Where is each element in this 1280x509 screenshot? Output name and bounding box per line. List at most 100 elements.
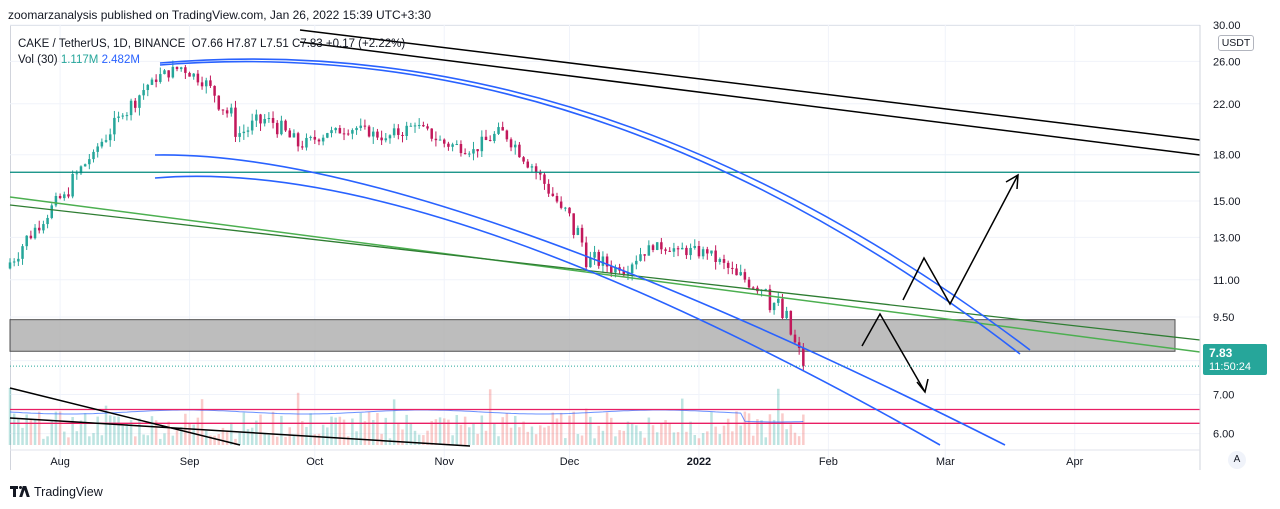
legend-vol-label[interactable]: Vol (30)	[18, 54, 58, 66]
candle-body	[184, 67, 187, 73]
volume-bar	[8, 387, 12, 445]
volume-bar	[79, 420, 83, 445]
volume-bar	[422, 435, 425, 445]
candle-body	[551, 193, 555, 196]
volume-bar	[643, 437, 646, 445]
candle-body	[643, 254, 646, 256]
candle-body	[493, 133, 496, 141]
candle-body	[326, 133, 329, 138]
candle-body	[225, 110, 229, 114]
candle-body	[747, 279, 751, 288]
candle-body	[230, 107, 233, 114]
candle-body	[472, 149, 475, 154]
volume-bar	[330, 416, 333, 445]
candle-body	[601, 256, 605, 266]
candle-body	[789, 310, 793, 335]
candle-body	[275, 122, 279, 135]
candle-body	[209, 80, 212, 86]
volume-bar	[518, 427, 521, 445]
volume-bar	[234, 438, 237, 445]
candles	[8, 60, 805, 371]
candle-body	[417, 125, 421, 127]
volume-bar	[351, 418, 354, 445]
x-tick-label: Dec	[560, 456, 580, 468]
legend-symbol[interactable]: CAKE / TetherUS, 1D, BINANCE	[18, 38, 186, 50]
candle-body	[305, 137, 308, 148]
volume-bar	[346, 436, 350, 445]
candle-body	[468, 153, 471, 155]
volume-bar	[476, 433, 479, 445]
volume-bar	[434, 419, 438, 445]
volume-bar	[363, 421, 367, 445]
volume-bar	[288, 427, 292, 445]
volume-bar	[539, 425, 542, 445]
candle-body	[125, 115, 129, 117]
volume-bar	[326, 427, 329, 445]
candle-body	[334, 128, 337, 131]
volume-bar	[71, 416, 74, 445]
volume-bar	[159, 438, 162, 445]
candle-body	[459, 144, 463, 154]
auto-scale-button[interactable]: A	[1228, 451, 1246, 469]
volume-bar	[42, 438, 45, 445]
candle-body	[630, 264, 634, 274]
volume-bar	[781, 413, 784, 445]
candle-body	[192, 73, 195, 77]
candle-body	[292, 133, 296, 138]
volume-bar	[797, 436, 801, 445]
footer-brand[interactable]: TradingView	[34, 485, 103, 499]
volume-bar	[735, 411, 738, 445]
volume-bar	[125, 424, 129, 445]
volume-bar	[163, 433, 166, 445]
trendline-bottom-2	[9, 417, 471, 447]
candle-body	[509, 139, 513, 148]
candle-body	[367, 126, 371, 137]
volume-bar	[676, 432, 680, 445]
candle-body	[597, 251, 600, 266]
candle-body	[689, 247, 692, 256]
volume-bar	[238, 432, 241, 445]
volume-bar	[117, 416, 120, 445]
candle-body	[739, 272, 742, 276]
candle-body	[568, 207, 571, 214]
volume-bar	[200, 399, 204, 445]
candle-body	[401, 134, 404, 136]
volume-bar	[576, 434, 580, 445]
candle-body	[238, 133, 241, 137]
candle-body	[25, 235, 28, 247]
candle-body	[150, 79, 154, 85]
currency-button[interactable]: USDT	[1218, 35, 1254, 51]
volume-bar	[802, 414, 805, 445]
volume-bar	[338, 416, 342, 445]
volume-bar	[747, 413, 751, 445]
volume-bar	[543, 427, 546, 445]
candle-body	[693, 245, 697, 248]
candle-body	[476, 149, 479, 152]
candle-body	[267, 117, 271, 119]
volume-bar	[614, 436, 617, 445]
candle-body	[397, 128, 400, 135]
candle-body	[422, 125, 425, 127]
candle-body	[380, 137, 383, 141]
candle-body	[96, 146, 99, 152]
volume-bar	[718, 434, 722, 445]
volume-bar	[129, 420, 133, 445]
candle-body	[113, 117, 116, 135]
volume-bar	[551, 412, 555, 445]
volume-bar	[451, 435, 454, 445]
volume-bar	[88, 436, 91, 445]
candle-body	[743, 272, 747, 280]
candle-body	[392, 128, 396, 136]
volume-bar	[601, 430, 605, 445]
volume-bar	[401, 429, 404, 445]
trendline-upper	[299, 29, 1201, 141]
volume-bar	[63, 431, 66, 445]
volume-bar	[376, 412, 379, 445]
green-trendline-1	[9, 196, 1201, 353]
projection-up	[902, 174, 1019, 306]
y-tick-label: 26.00	[1213, 56, 1241, 68]
candle-body	[772, 302, 776, 311]
candle-body	[217, 95, 221, 110]
candle-body	[685, 247, 688, 256]
